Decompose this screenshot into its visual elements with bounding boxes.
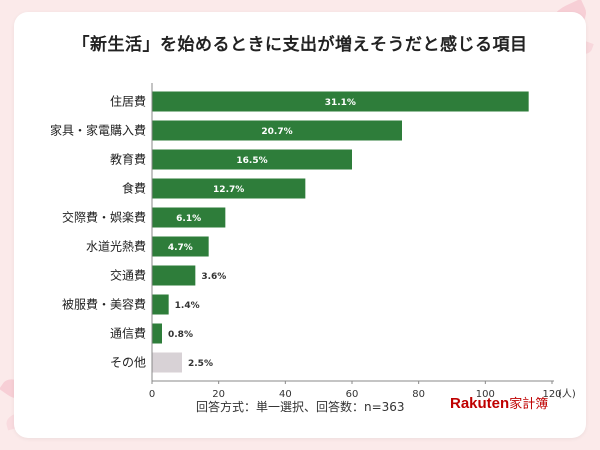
x-tick-label: 120 — [542, 389, 561, 400]
data-label: 0.8% — [168, 330, 193, 340]
bar — [152, 323, 162, 344]
chart-card — [14, 12, 586, 438]
category-label: 交通費 — [110, 268, 146, 283]
bar — [152, 294, 169, 315]
rakuten-logo: Rakuten家計簿 — [450, 393, 548, 412]
category-label: 通信費 — [110, 326, 146, 341]
category-label: 食費 — [122, 181, 146, 196]
bar — [152, 352, 182, 373]
bar — [152, 265, 196, 286]
x-tick-label: 60 — [346, 389, 359, 400]
category-label: その他 — [110, 356, 146, 370]
x-tick-label: 20 — [212, 389, 225, 400]
data-label: 6.1% — [176, 214, 201, 224]
survey-footnote: 回答方式：単一選択、回答数：n=363 — [196, 400, 405, 414]
category-label: 家具・家電購入費 — [50, 123, 146, 138]
data-label: 31.1% — [325, 98, 356, 108]
data-label: 20.7% — [261, 127, 292, 137]
bar — [152, 236, 209, 257]
bar — [152, 207, 226, 228]
bar — [152, 91, 529, 112]
x-tick-label: 100 — [476, 389, 495, 400]
logo-brand: Rakuten — [450, 395, 510, 412]
x-tick-label: 80 — [412, 389, 425, 400]
x-axis-unit: (人) — [558, 388, 576, 400]
data-label: 2.5% — [188, 359, 213, 369]
data-label: 12.7% — [213, 185, 244, 195]
data-label: 3.6% — [201, 272, 226, 282]
category-label: 交際費・娯楽費 — [62, 210, 146, 225]
chart-title: 「新生活」を始めるときに支出が増えそうだと感じる項目 — [72, 35, 528, 55]
logo-product: 家計簿 — [509, 396, 549, 411]
category-label: 住居費 — [110, 94, 146, 109]
bar — [152, 120, 402, 141]
category-label: 被服費・美容費 — [62, 297, 146, 312]
x-tick-label: 0 — [149, 389, 155, 400]
data-label: 4.7% — [168, 243, 193, 253]
data-label: 1.4% — [175, 301, 200, 311]
category-label: 水道光熱費 — [86, 239, 146, 254]
bar — [152, 149, 352, 170]
category-label: 教育費 — [110, 152, 146, 167]
bar — [152, 178, 306, 199]
data-label: 16.5% — [236, 156, 267, 166]
x-tick-label: 40 — [279, 389, 292, 400]
